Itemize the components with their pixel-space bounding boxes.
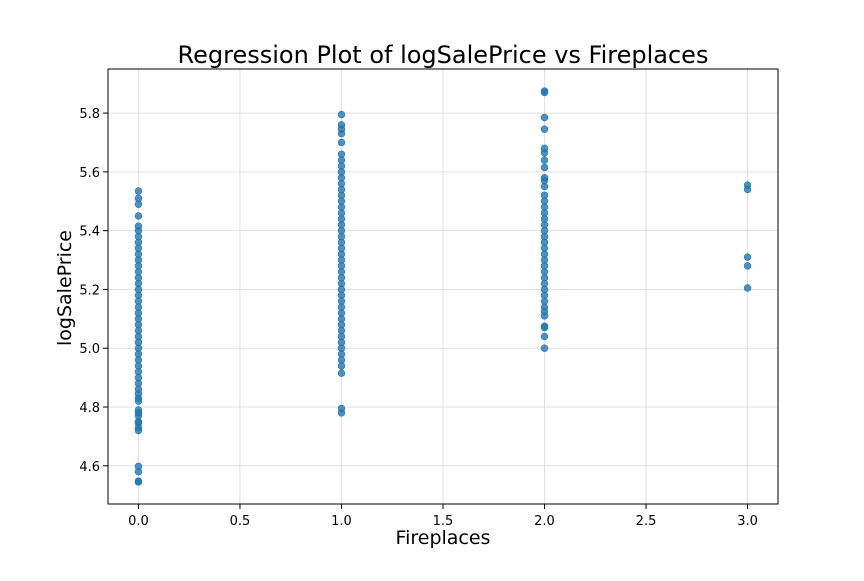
- y-tick-label: 5.0: [79, 342, 100, 357]
- data-point: [337, 110, 346, 119]
- data-point: [134, 194, 143, 203]
- data-point: [134, 187, 143, 195]
- data-point: [134, 212, 143, 220]
- data-point: [540, 344, 549, 352]
- data-point: [540, 87, 549, 95]
- x-axis-ticks: 0.0 0.5 1.0 1.5 2.0 2.5 3.0: [128, 504, 758, 529]
- y-tick-label: 4.8: [79, 401, 100, 416]
- data-point: [743, 181, 752, 189]
- y-axis-label: logSalePrice: [54, 230, 76, 346]
- data-point: [540, 125, 549, 133]
- y-tick-label: 5.6: [79, 166, 100, 181]
- data-point: [134, 222, 143, 230]
- y-tick-label: 5.2: [79, 283, 100, 298]
- x-tick-label: 0.0: [128, 514, 149, 529]
- data-point: [337, 369, 346, 377]
- data-point: [337, 138, 346, 147]
- data-point: [337, 404, 346, 413]
- data-point: [743, 262, 752, 270]
- x-tick-label: 2.5: [636, 514, 657, 529]
- data-point: [540, 322, 549, 330]
- x-tick-label: 3.0: [737, 514, 758, 529]
- y-tick-label: 4.6: [79, 460, 100, 475]
- data-point: [743, 253, 752, 261]
- x-axis-label: Fireplaces: [396, 527, 491, 549]
- data-point: [540, 191, 549, 200]
- data-point: [134, 462, 143, 471]
- data-point: [540, 332, 549, 341]
- data-point: [134, 477, 143, 485]
- x-tick-label: 1.5: [433, 514, 454, 529]
- y-tick-label: 5.4: [79, 225, 100, 240]
- data-point: [540, 113, 549, 122]
- data-points: [134, 87, 752, 486]
- x-tick-label: 0.5: [230, 514, 251, 529]
- data-point: [743, 284, 752, 292]
- y-tick-label: 5.8: [79, 107, 100, 122]
- chart-title: Regression Plot of logSalePrice vs Firep…: [178, 41, 709, 69]
- x-tick-label: 2.0: [534, 514, 555, 529]
- data-point: [337, 121, 346, 129]
- data-point: [540, 174, 549, 182]
- y-axis-ticks: 4.6 4.8 5.0 5.2 5.4 5.6 5.8: [79, 107, 108, 475]
- data-point: [540, 144, 549, 153]
- data-point: [337, 150, 346, 158]
- x-tick-label: 1.0: [331, 514, 352, 529]
- data-point: [134, 406, 143, 414]
- data-point: [540, 156, 549, 164]
- data-point: [540, 163, 549, 172]
